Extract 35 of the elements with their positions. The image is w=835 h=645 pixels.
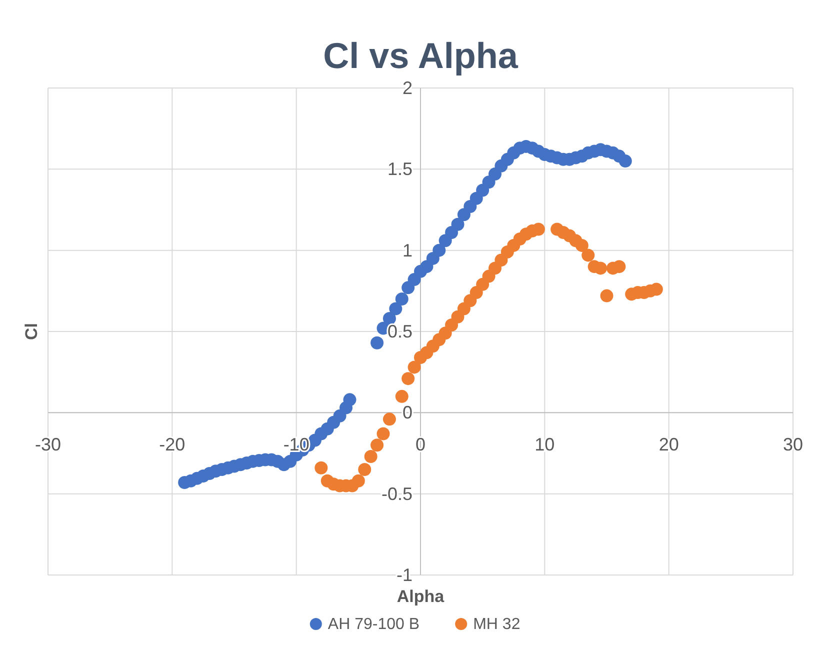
y-tick-label: 0 [402,402,412,423]
y-tick-label: 1.5 [387,159,412,180]
x-tick-label: 0 [415,434,426,455]
point [600,289,614,302]
point [395,390,408,403]
y-tick-label: 1 [402,240,412,260]
x-axis-title: Alpha [396,587,445,606]
x-tick-label: -30 [34,434,62,455]
point [364,450,378,463]
point [352,474,365,488]
point [532,222,545,236]
point [650,282,663,296]
y-tick-label: 0.5 [387,322,412,342]
point [594,262,608,275]
point [314,461,328,474]
y-tick-label: -0.5 [381,484,412,504]
x-tick-label: -20 [159,434,186,455]
point [575,238,588,252]
y-tick-label: 2 [402,78,412,98]
x-tick-label: 30 [782,434,804,455]
point [402,372,415,386]
point [612,260,626,274]
point [382,412,396,426]
point [408,360,421,374]
y-tick-label: -1 [396,565,412,585]
chart-title: Cl vs Alpha [323,35,519,76]
point [370,438,384,452]
x-tick-label: 20 [658,434,679,455]
legend-label: AH 79-100 B [328,616,420,633]
point [582,248,595,262]
legend-label: MH 32 [473,616,520,633]
x-tick-label: 10 [534,434,555,455]
point [358,462,372,476]
y-axis-title: Cl [22,323,41,340]
point [376,427,390,440]
